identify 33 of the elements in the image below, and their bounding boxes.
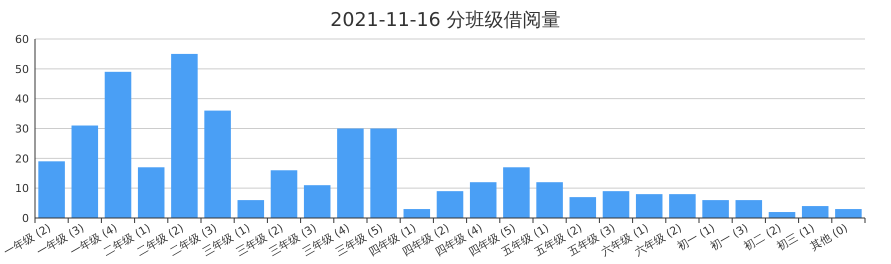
y-tick-label: 10 (15, 182, 29, 196)
bar (669, 194, 696, 218)
bar (171, 54, 198, 218)
bar (736, 200, 762, 218)
bar (270, 170, 298, 218)
bar (702, 200, 729, 218)
y-tick-label: 60 (15, 33, 29, 46)
bar (337, 128, 364, 218)
bar (802, 206, 828, 218)
bar (835, 209, 862, 218)
bar (72, 126, 98, 218)
bar (636, 194, 662, 218)
bar (238, 200, 264, 218)
bar (436, 191, 464, 218)
bar (768, 212, 796, 218)
y-tick-label: 30 (15, 122, 29, 136)
bar (404, 209, 430, 218)
bar (38, 161, 65, 218)
bar (536, 182, 563, 218)
y-tick-label: 50 (15, 62, 29, 76)
bar (602, 191, 630, 218)
y-tick-label: 0 (22, 212, 29, 225)
bar (104, 72, 132, 218)
bar (570, 197, 596, 218)
bar (304, 185, 330, 218)
y-tick-label: 20 (15, 152, 29, 166)
bar (204, 110, 231, 218)
bar (470, 182, 496, 218)
bar (370, 128, 397, 218)
bar (138, 167, 164, 218)
bar (503, 167, 530, 218)
y-tick-label: 40 (15, 92, 29, 106)
chart-title: 2021-11-16 分班级借阅量 (330, 9, 561, 31)
